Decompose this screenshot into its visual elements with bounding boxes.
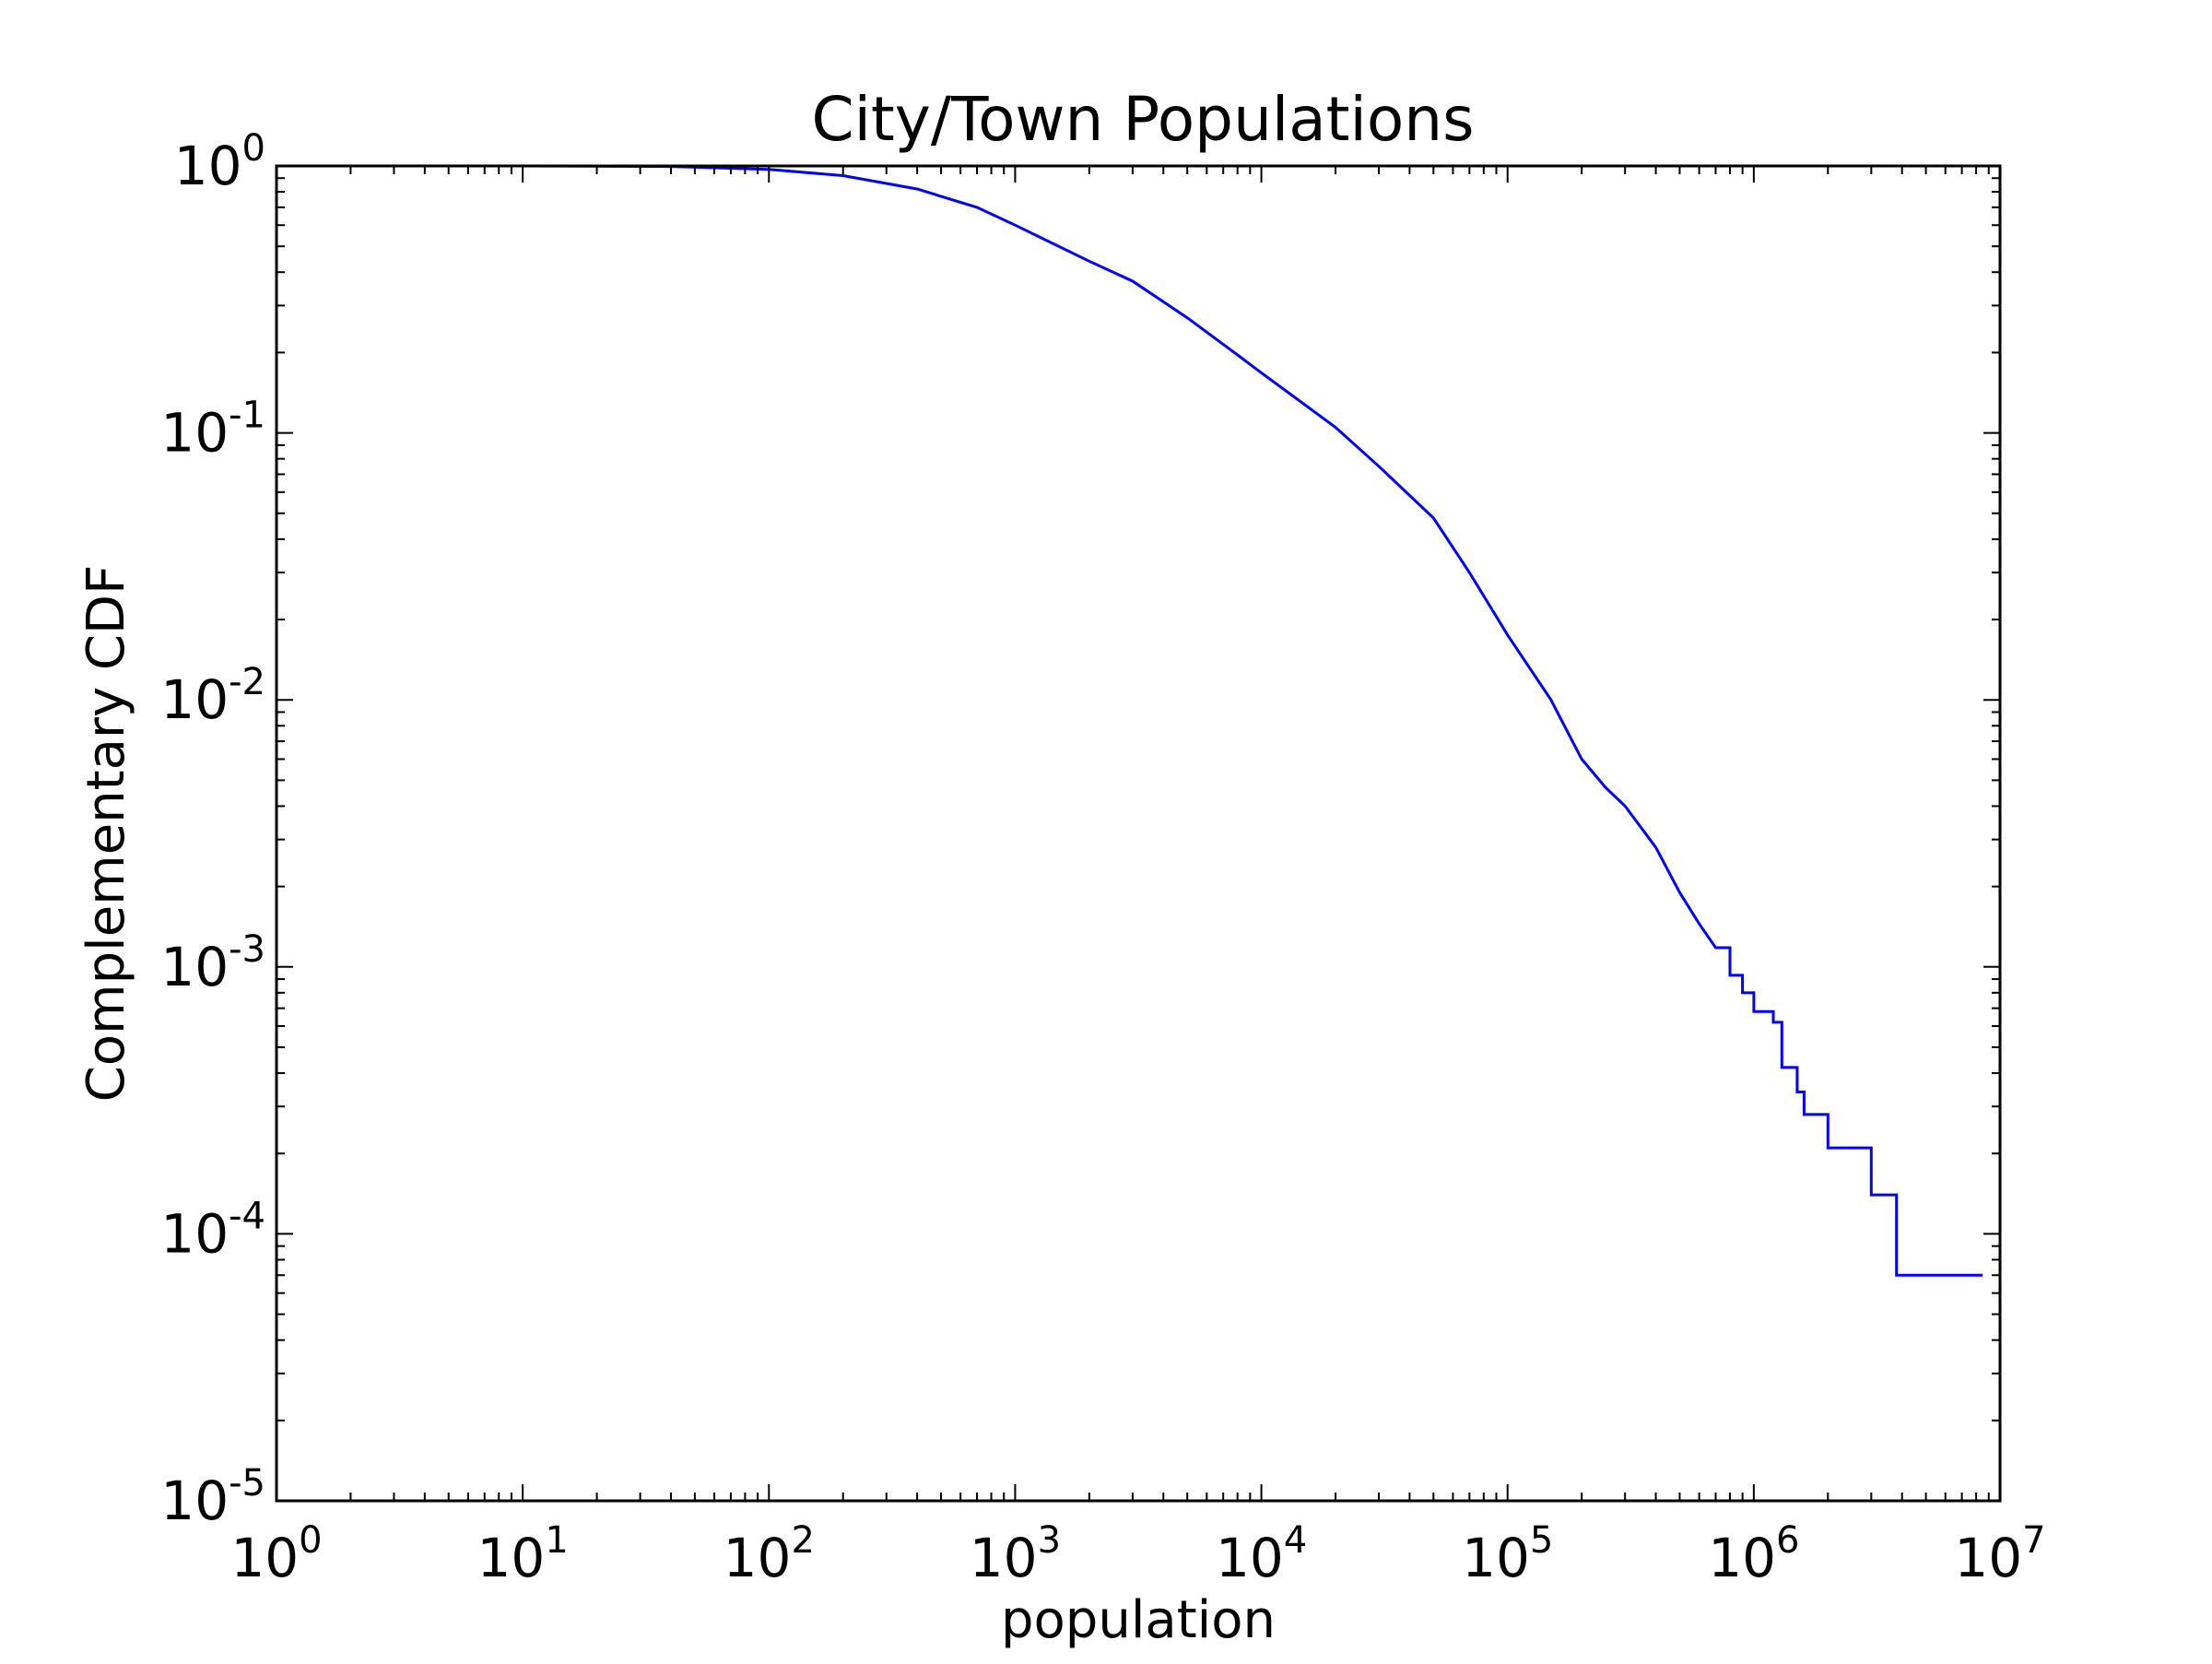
x-tick-label: 106 bbox=[1708, 1519, 1799, 1589]
x-tick-label: 104 bbox=[1216, 1519, 1307, 1589]
y-tick-label: 100 bbox=[174, 127, 265, 197]
y-tick-label: 10-3 bbox=[160, 928, 265, 998]
y-tick-label: 10-1 bbox=[160, 395, 265, 465]
x-tick-label: 101 bbox=[477, 1519, 569, 1589]
y-tick-label: 10-2 bbox=[160, 661, 265, 731]
x-tick-label: 102 bbox=[724, 1519, 815, 1589]
y-tick-labels: 100 10-1 10-2 10-3 10-4 10-5 bbox=[160, 127, 265, 1532]
x-tick-label: 100 bbox=[230, 1519, 322, 1589]
tick-layer bbox=[276, 165, 2001, 1502]
plot-frame bbox=[275, 164, 2002, 1503]
x-tick-labels: 100 101 102 103 104 105 106 107 bbox=[230, 1519, 2045, 1589]
series-layer bbox=[523, 164, 1983, 1277]
x-axis-label: population bbox=[1001, 1590, 1276, 1650]
x-tick-label: 107 bbox=[1954, 1519, 2045, 1589]
y-axis-label: Complementary CDF bbox=[76, 565, 136, 1103]
series-line bbox=[523, 164, 1983, 1277]
x-tick-label: 103 bbox=[970, 1519, 1061, 1589]
chart-title: City/Town Populations bbox=[811, 84, 1474, 155]
y-tick-label: 10-5 bbox=[160, 1462, 265, 1532]
y-tick-label: 10-4 bbox=[160, 1195, 265, 1265]
x-tick-label: 105 bbox=[1462, 1519, 1553, 1589]
